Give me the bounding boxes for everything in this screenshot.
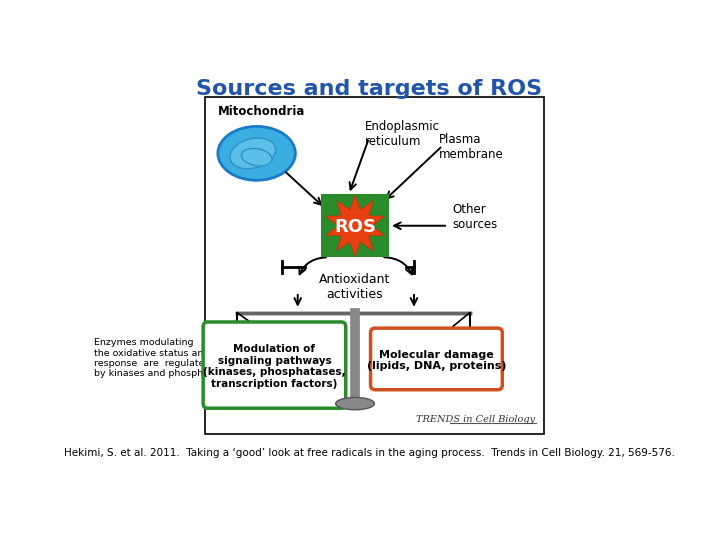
Ellipse shape [336,397,374,410]
Bar [204,97,544,434]
FancyBboxPatch shape [371,328,503,390]
Ellipse shape [241,148,272,166]
Text: TRENDS in Cell Biology: TRENDS in Cell Biology [416,415,536,423]
Text: Molecular damage
(lipids, DNA, proteins): Molecular damage (lipids, DNA, proteins) [366,350,506,372]
Ellipse shape [218,126,295,180]
Text: ROS: ROS [334,218,376,235]
Text: Plasma
membrane: Plasma membrane [438,132,503,160]
Bar [321,194,389,257]
Text: Antioxidant
activities: Antioxidant activities [320,273,391,301]
Text: Modulation of
signaling pathways
(kinases, phosphatases,
transcription factors): Modulation of signaling pathways (kinase… [203,344,346,389]
Text: Mitochondria: Mitochondria [218,105,305,118]
FancyBboxPatch shape [203,322,346,408]
Text: Hekimi, S. et al. 2011.  Taking a ‘good’ look at free radicals in the aging proc: Hekimi, S. et al. 2011. Taking a ‘good’ … [63,448,675,458]
Text: Enzymes modulating
the oxidative status and stress
response  are  regulated
by k: Enzymes modulating the oxidative status … [94,338,240,379]
Text: Sources and targets of ROS: Sources and targets of ROS [196,79,542,99]
Polygon shape [325,195,384,256]
Text: Endoplasmic
reticulum: Endoplasmic reticulum [365,120,440,148]
Text: Other
sources: Other sources [453,203,498,231]
Ellipse shape [230,138,276,168]
